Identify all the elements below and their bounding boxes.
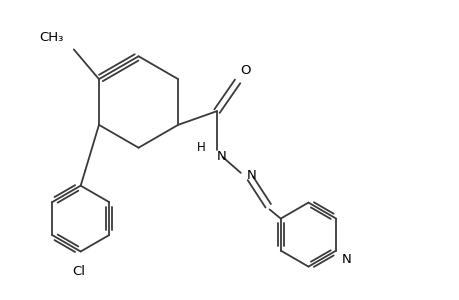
Text: CH₃: CH₃ [39, 31, 64, 44]
Text: N: N [246, 169, 256, 182]
Text: N: N [341, 253, 351, 266]
Text: N: N [217, 150, 226, 163]
Text: Cl: Cl [72, 265, 85, 278]
Text: H: H [196, 141, 205, 154]
Text: O: O [239, 64, 250, 77]
